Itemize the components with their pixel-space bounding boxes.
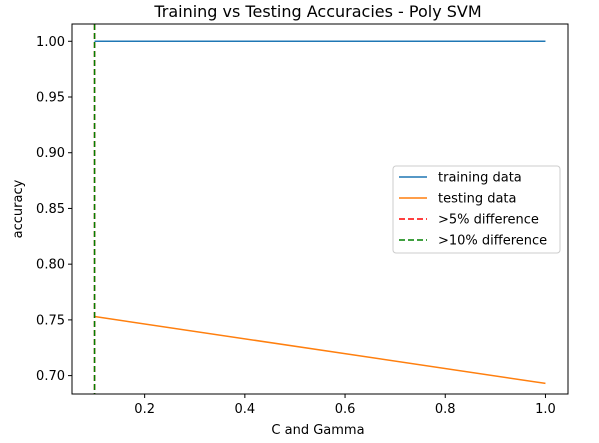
legend-label-gt5pct: >5% difference — [438, 213, 539, 228]
legend: training data testing data >5% difference >… — [392, 165, 561, 254]
y-tick-label: 0.90 — [36, 146, 65, 161]
x-tick-label: 0.2 — [134, 402, 155, 417]
y-tick-label: 0.95 — [36, 90, 65, 105]
chart-title: Training vs Testing Accuracies - Poly SV… — [153, 2, 481, 21]
y-tick-label: 0.80 — [36, 258, 65, 273]
legend-label-gt10pct: >10% difference — [438, 234, 547, 249]
y-axis: 0.70 0.75 0.80 0.85 0.90 0.95 1.00 — [36, 35, 72, 384]
y-axis-label: accuracy — [11, 179, 26, 238]
legend-box — [392, 165, 561, 254]
x-axis-label: C and Gamma — [271, 423, 364, 438]
legend-label-testing: testing data — [438, 192, 516, 207]
y-tick-label: 1.00 — [36, 35, 65, 50]
legend-label-training: training data — [438, 171, 522, 186]
series-line-testing — [94, 315, 546, 385]
plot-area — [93, 24, 546, 394]
x-tick-label: 1.0 — [535, 402, 556, 417]
y-tick-label: 0.85 — [36, 202, 65, 217]
y-tick-label: 0.70 — [36, 369, 65, 384]
x-tick-label: 0.8 — [435, 402, 456, 417]
y-tick-label: 0.75 — [36, 313, 65, 328]
plot-frame — [71, 23, 569, 395]
x-tick-label: 0.6 — [335, 402, 356, 417]
x-axis: 0.2 0.4 0.6 0.8 1.0 — [134, 394, 556, 417]
x-tick-label: 0.4 — [235, 402, 256, 417]
